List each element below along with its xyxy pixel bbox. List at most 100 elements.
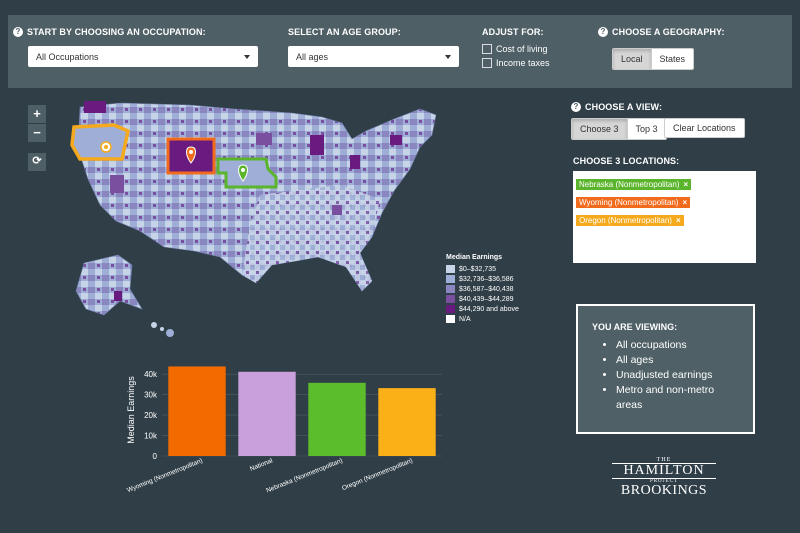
help-icon[interactable]: ? bbox=[13, 27, 23, 37]
legend-item: $36,587–$40,438 bbox=[446, 284, 519, 294]
age-group-select[interactable]: All ages bbox=[288, 46, 459, 67]
legend-item: $32,736–$36,586 bbox=[446, 274, 519, 284]
x-tick-label: Oregon (Nonmetropolitan) bbox=[341, 457, 414, 492]
y-tick-label: 20k bbox=[144, 411, 158, 420]
map-cluster bbox=[114, 291, 122, 301]
cost-of-living-checkbox[interactable]: Cost of living bbox=[482, 44, 548, 54]
legend-label: $36,587–$40,438 bbox=[459, 285, 514, 293]
viewing-item: All ages bbox=[616, 353, 739, 368]
y-tick-label: 0 bbox=[153, 452, 158, 461]
hamilton-brookings-logo: THE HAMILTON PROJECT BROOKINGS bbox=[612, 457, 716, 498]
location-tag: Wyoming (Nonmetropolitan) × bbox=[576, 197, 691, 208]
wyoming-pin-icon[interactable] bbox=[186, 146, 196, 164]
occupation-select[interactable]: All Occupations bbox=[28, 46, 258, 67]
legend-title: Median Earnings bbox=[446, 254, 503, 261]
refresh-icon: ⟳ bbox=[32, 155, 42, 167]
y-tick-label: 30k bbox=[144, 391, 158, 400]
map-southeast-region bbox=[242, 185, 380, 291]
oregon-pin-icon[interactable] bbox=[100, 141, 112, 153]
clear-locations-button[interactable]: Clear Locations bbox=[664, 118, 745, 138]
checkbox[interactable] bbox=[482, 58, 492, 68]
x-tick-label: Nebraska (Nonmetropolitan) bbox=[265, 457, 343, 494]
map-cluster bbox=[256, 133, 272, 145]
choose-3-button[interactable]: Choose 3 bbox=[572, 119, 628, 139]
view-toggle: Choose 3 Top 3 bbox=[571, 118, 667, 140]
map-highlight-oregon[interactable] bbox=[70, 123, 131, 161]
map-hawaii[interactable] bbox=[151, 322, 157, 328]
map-cluster bbox=[110, 175, 124, 193]
viewing-list: All occupationsAll agesUnadjusted earnin… bbox=[592, 338, 739, 413]
zoom-in-button[interactable]: + bbox=[28, 105, 46, 123]
location-tag: Nebraska (Nonmetropolitan) × bbox=[576, 179, 692, 190]
y-tick-label: 10k bbox=[144, 432, 158, 441]
geography-label: ? CHOOSE A GEOGRAPHY: bbox=[598, 27, 725, 37]
map-cluster bbox=[310, 135, 324, 155]
location-tag-label: Oregon (Nonmetropolitan) bbox=[579, 216, 672, 225]
legend-swatch bbox=[446, 265, 455, 273]
checkbox[interactable] bbox=[482, 44, 492, 54]
legend-label: $44,290 and above bbox=[459, 305, 519, 313]
adjust-label: ADJUST FOR: bbox=[482, 27, 544, 37]
map-legend: Median Earnings $0–$32,735 $32,736–$36,58… bbox=[446, 254, 519, 324]
legend-label: $0–$32,735 bbox=[459, 265, 496, 273]
occupation-label: ? START BY CHOOSING AN OCCUPATION: bbox=[13, 27, 206, 37]
chevron-down-icon bbox=[244, 54, 250, 59]
help-icon[interactable]: ? bbox=[598, 27, 608, 37]
chart-bar bbox=[238, 371, 296, 456]
location-tag-label: Wyoming (Nonmetropolitan) bbox=[579, 198, 679, 207]
reset-map-button[interactable]: ⟳ bbox=[28, 153, 46, 171]
location-tag-label: Nebraska (Nonmetropolitan) bbox=[579, 180, 680, 189]
viewing-item: All occupations bbox=[616, 338, 739, 353]
map-hawaii[interactable] bbox=[160, 327, 164, 331]
chart-bar bbox=[378, 388, 436, 456]
nebraska-pin-icon[interactable] bbox=[238, 164, 248, 182]
x-tick-label: National bbox=[249, 457, 274, 473]
legend-item: $40,439–$44,289 bbox=[446, 294, 519, 304]
view-label: ? CHOOSE A VIEW: bbox=[571, 102, 662, 112]
close-icon[interactable]: × bbox=[675, 216, 681, 225]
viewing-summary: YOU ARE VIEWING: All occupationsAll ages… bbox=[576, 304, 755, 434]
chart-bar bbox=[308, 382, 366, 456]
choose-locations-label: CHOOSE 3 LOCATIONS: bbox=[573, 156, 680, 166]
income-taxes-checkbox[interactable]: Income taxes bbox=[482, 58, 550, 68]
viewing-title: YOU ARE VIEWING: bbox=[592, 322, 678, 332]
states-button[interactable]: States bbox=[651, 49, 694, 69]
chart-bar bbox=[168, 366, 226, 456]
legend-label: $32,736–$36,586 bbox=[459, 275, 514, 283]
legend-swatch bbox=[446, 275, 455, 283]
viewing-item: Unadjusted earnings bbox=[616, 368, 739, 383]
zoom-out-button[interactable]: − bbox=[28, 124, 46, 142]
legend-label: N/A bbox=[459, 315, 471, 323]
map-hawaii[interactable] bbox=[166, 329, 174, 337]
us-earnings-map[interactable] bbox=[60, 95, 460, 345]
legend-swatch bbox=[446, 295, 455, 303]
map-alaska[interactable] bbox=[75, 254, 143, 316]
legend-label: $40,439–$44,289 bbox=[459, 295, 514, 303]
earnings-bar-chart: 0 10k 20k 30k 40k Median Earnings Wyoming (Non… bbox=[126, 366, 442, 494]
top-3-button[interactable]: Top 3 bbox=[627, 119, 666, 139]
control-bar: ? START BY CHOOSING AN OCCUPATION: All O… bbox=[8, 15, 792, 88]
close-icon[interactable]: × bbox=[682, 198, 688, 207]
legend-swatch bbox=[446, 285, 455, 293]
legend-item: $44,290 and above bbox=[446, 304, 519, 314]
location-tag: Oregon (Nonmetropolitan) × bbox=[576, 215, 684, 226]
legend-swatch bbox=[446, 305, 455, 313]
map-cluster bbox=[84, 101, 106, 113]
locations-input[interactable]: Nebraska (Nonmetropolitan) × Wyoming (Nonm… bbox=[573, 171, 756, 263]
legend-swatch bbox=[446, 315, 455, 323]
local-button[interactable]: Local bbox=[613, 49, 652, 69]
map-cluster bbox=[350, 155, 360, 169]
chevron-down-icon bbox=[445, 54, 451, 59]
viewing-item: Metro and non-metro areas bbox=[616, 383, 739, 413]
map-cluster bbox=[390, 135, 402, 145]
y-axis-label: Median Earnings bbox=[126, 376, 136, 444]
y-tick-label: 40k bbox=[144, 370, 158, 379]
geography-toggle: Local States bbox=[612, 48, 695, 70]
map-cluster bbox=[332, 205, 342, 215]
legend-item: $0–$32,735 bbox=[446, 264, 519, 274]
x-tick-label: Wyoming (Nonmetropolitan) bbox=[126, 457, 204, 494]
close-icon[interactable]: × bbox=[683, 180, 689, 189]
legend-item: N/A bbox=[446, 314, 519, 324]
help-icon[interactable]: ? bbox=[571, 102, 581, 112]
age-group-label: SELECT AN AGE GROUP: bbox=[288, 27, 401, 37]
